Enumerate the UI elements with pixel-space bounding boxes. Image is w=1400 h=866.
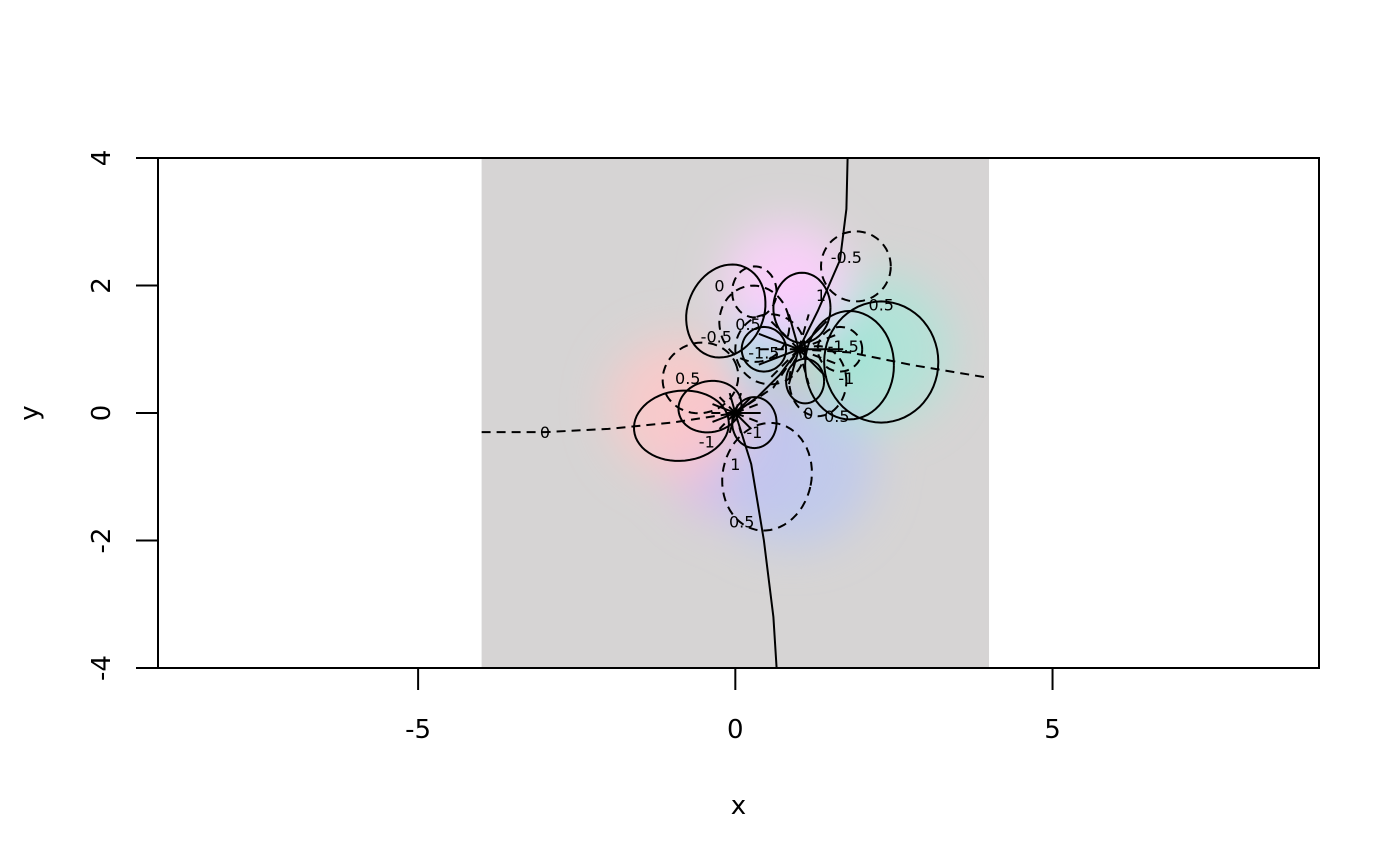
branch-curve xyxy=(734,348,800,668)
contour-loop xyxy=(740,325,788,373)
contour-lines xyxy=(481,158,990,668)
y-tick-label: -2 xyxy=(87,528,117,554)
contour-spoke xyxy=(798,320,828,351)
contour-spoke xyxy=(712,412,736,423)
contour-spoke xyxy=(718,412,737,430)
contour-label: 0.5 xyxy=(869,296,894,315)
contour-label: -1.5 xyxy=(828,337,859,356)
contour-spoke xyxy=(770,348,800,378)
contour-label: 0.5 xyxy=(824,407,849,426)
contour-spoke xyxy=(712,403,736,414)
y-tick-label: -4 xyxy=(87,655,117,681)
contour-spoke xyxy=(734,396,752,414)
x-axis: -5 0 5 xyxy=(405,667,1061,745)
contour-label: 0.5 xyxy=(675,369,700,388)
contour-loop xyxy=(816,325,864,373)
contour-spoke xyxy=(758,332,800,351)
contour-loop xyxy=(721,422,813,532)
contour-spoke xyxy=(734,412,759,423)
contour-loop xyxy=(804,309,895,421)
x-tick-label: -5 xyxy=(405,715,431,745)
contour-label: -1.5 xyxy=(748,343,779,362)
branch-curve xyxy=(481,348,990,434)
branch-curve xyxy=(797,158,849,350)
color-region xyxy=(709,381,875,547)
y-axis-label: y xyxy=(15,405,45,420)
y-tick-label: 2 xyxy=(87,277,117,294)
contour-label: -1 xyxy=(699,433,715,452)
contour-spoke xyxy=(798,348,828,378)
contour-spoke xyxy=(728,392,737,414)
contour-label: 0 xyxy=(714,277,724,296)
contour-label: 0.5 xyxy=(735,315,760,334)
contour-labels: -0.50.50-0.50.51-1.5-1.5-10 0.50-1-110.50… xyxy=(540,248,894,532)
contour-spoke xyxy=(797,349,810,385)
x-tick-label: 5 xyxy=(1044,715,1061,745)
contour-label: -0.5 xyxy=(701,328,732,347)
contour-label: -1 xyxy=(746,423,762,442)
contour-spoke xyxy=(734,392,742,414)
contour-loop xyxy=(772,271,832,344)
contour-loop xyxy=(685,263,767,359)
contour-spoke xyxy=(728,412,737,434)
contour-spoke xyxy=(797,314,810,350)
x-axis-label: x xyxy=(731,791,746,821)
contour-label: -1 xyxy=(838,369,854,388)
y-axis: -4 -2 0 2 4 xyxy=(87,150,159,681)
contour-loop xyxy=(661,341,740,415)
contour-spoke xyxy=(734,412,752,430)
contour-spoke xyxy=(770,320,800,351)
contour-spoke xyxy=(718,396,737,414)
contour-loop xyxy=(819,230,892,303)
y-tick-label: 4 xyxy=(87,150,117,167)
contour-loop xyxy=(788,345,848,418)
contour-label: 1 xyxy=(816,286,826,305)
contour-loop xyxy=(677,379,743,434)
contour-spoke xyxy=(734,412,742,434)
contour-spoke xyxy=(798,332,840,351)
contour-label: 0.5 xyxy=(729,512,754,531)
contour-loop xyxy=(823,300,940,424)
contour-loop xyxy=(734,313,807,386)
contour-spoke xyxy=(798,348,840,366)
contour-spoke xyxy=(787,349,800,385)
contour-label: 0 xyxy=(803,404,813,423)
contour-spoke xyxy=(787,314,800,350)
contour-label: 0 xyxy=(540,423,550,442)
contour-label: -0.5 xyxy=(831,248,862,267)
contour-loop xyxy=(731,265,778,319)
x-tick-label: 0 xyxy=(727,715,744,745)
y-tick-label: 0 xyxy=(87,405,117,422)
contour-loop xyxy=(632,389,730,462)
contour-spoke xyxy=(734,403,759,414)
contour-label: 1 xyxy=(730,455,740,474)
contour-spoke xyxy=(758,348,800,366)
